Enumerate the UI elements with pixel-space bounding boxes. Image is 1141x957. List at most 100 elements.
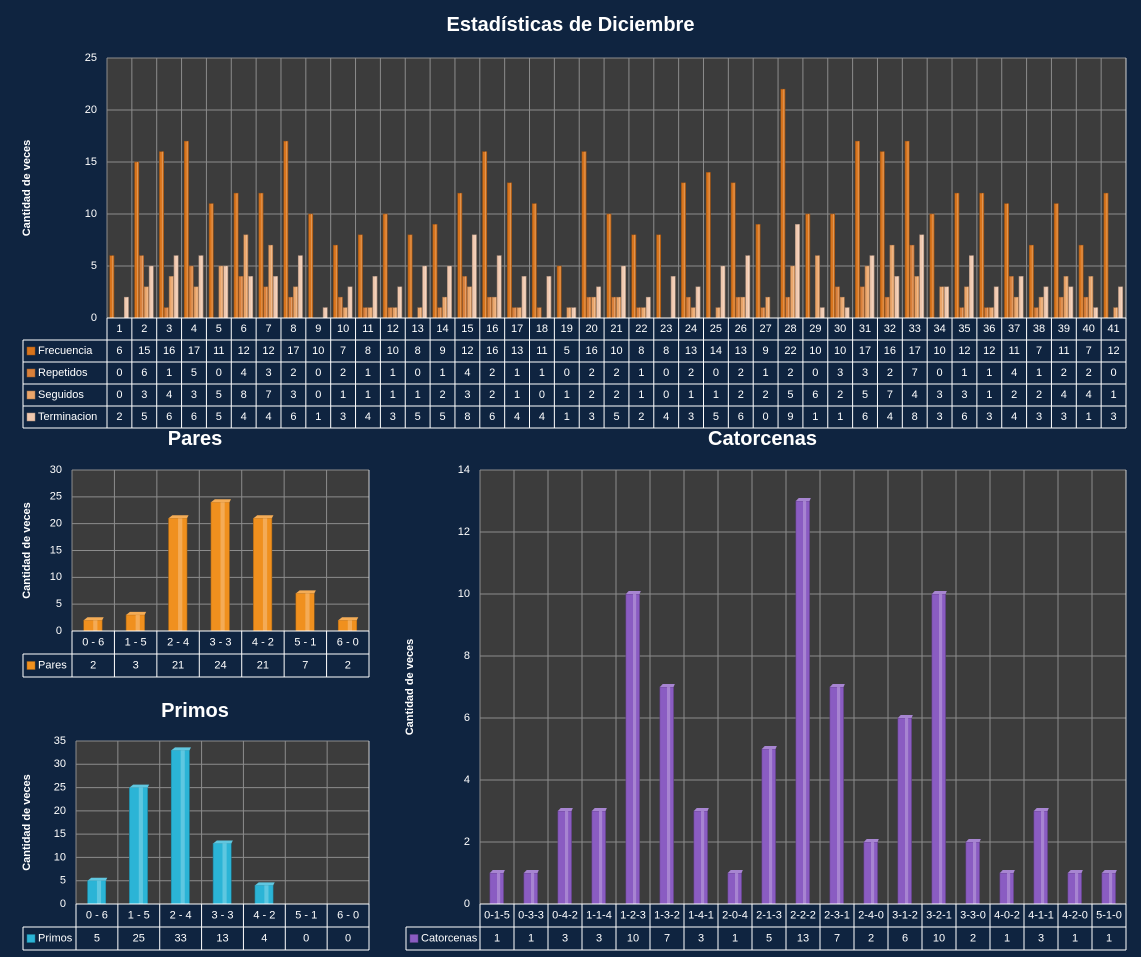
data-label: 4 [464,367,470,379]
data-label: 1 [365,367,371,379]
bar [143,286,149,319]
bar [659,686,674,905]
data-label: 3 [937,411,943,423]
data-label: 0 [1111,367,1117,379]
data-label: 3 [862,367,868,379]
data-label: 2 [738,367,744,379]
bar [1093,307,1099,319]
legend-swatch [26,661,36,670]
bar-highlight [822,307,824,318]
x-tick-label: 2-2-2 [790,909,816,921]
data-label: 24 [214,659,226,671]
x-tick-label: 12 [387,323,399,335]
bar [297,255,303,319]
y-tick-label: 10 [50,571,62,583]
bar [531,203,537,319]
data-label: 1 [494,932,500,944]
bar [1118,286,1123,319]
bar [939,286,945,319]
x-tick-label: 36 [983,323,995,335]
bar-highlight [643,307,645,318]
bar-highlight [390,307,392,318]
data-label: 2 [787,367,793,379]
bar-highlight [589,297,591,318]
y-tick-label: 0 [464,898,470,910]
data-label: 4 [663,411,669,423]
bar-highlight [335,245,337,318]
data-label: 13 [735,345,747,357]
bar-highlight [290,297,293,318]
bar-highlight [922,234,924,318]
data-label: 6 [191,411,197,423]
bar [805,213,811,319]
data-label: 2 [589,367,595,379]
bar-highlight [569,307,571,318]
data-label: 1 [1036,367,1042,379]
bar [243,234,249,319]
bar [496,255,502,319]
bar [914,276,920,319]
bar-highlight [241,276,243,318]
data-label: 2 [738,389,744,401]
bar-top [1101,870,1117,873]
bar [109,255,115,319]
bar [611,296,617,319]
data-label: 2 [1036,389,1042,401]
bar [591,296,597,319]
data-label: 13 [216,932,228,944]
bar [83,619,103,632]
y-tick-label: 15 [50,544,62,556]
bar [894,276,900,319]
bar-highlight [1007,873,1011,904]
bar [337,619,358,632]
bar [844,307,850,319]
bar-highlight [673,276,675,318]
bar-highlight [534,203,536,318]
y-tick-label: 10 [85,208,97,220]
bar [1113,307,1119,319]
bar-highlight [942,286,944,318]
bar [258,192,264,319]
x-tick-label: 18 [536,323,548,335]
bar [904,140,910,319]
bar [1063,276,1069,319]
y-tick-label: 0 [56,625,62,637]
bar-highlight [892,245,894,318]
bar [125,614,145,632]
bar-highlight [440,307,442,318]
x-tick-label: 4 - 2 [253,909,275,921]
bar-highlight [857,141,859,318]
bar-highlight [250,276,253,318]
bar [740,296,746,319]
x-tick-label: 27 [759,323,771,335]
data-label: 1 [439,367,445,379]
legend-swatch [26,346,36,356]
legend-label: Catorcenas [421,932,478,944]
data-label: 8 [365,345,371,357]
data-label: 2 [688,367,694,379]
data-label: 0 [812,367,818,379]
bar [869,255,875,319]
bar-top [213,840,233,844]
data-label: 15 [138,345,150,357]
bar [727,872,742,905]
bar-highlight [370,307,372,318]
bar-highlight [420,307,422,318]
data-label: 7 [302,659,308,671]
data-label: 8 [241,389,247,401]
x-tick-label: 21 [610,323,622,335]
data-label: 1 [986,367,992,379]
data-label: 4 [539,411,545,423]
bar-highlight [138,787,143,904]
bar [829,686,844,905]
bar-highlight [464,276,467,318]
data-label: 5 [564,345,570,357]
data-label: 12 [461,345,473,357]
data-label: 8 [638,345,644,357]
data-label: 2 [1011,389,1017,401]
data-label: 5 [216,411,222,423]
data-label: 4 [1086,389,1092,401]
data-label: 4 [887,411,893,423]
bar [959,307,965,319]
bar [591,810,606,905]
